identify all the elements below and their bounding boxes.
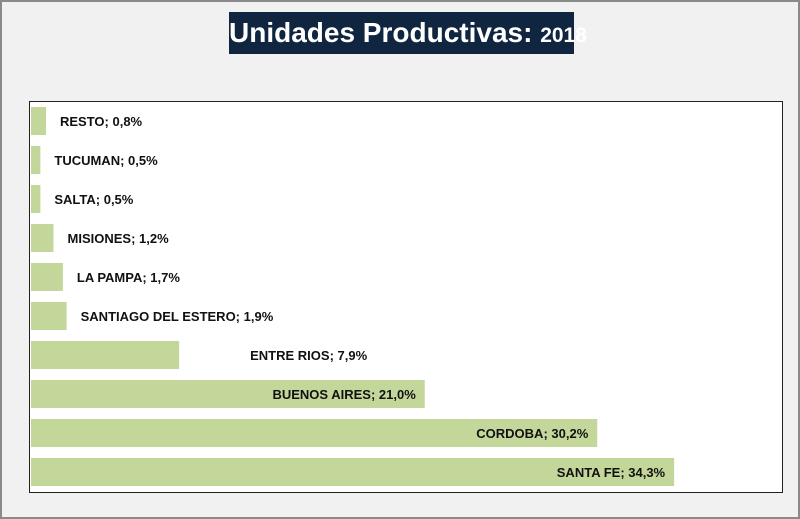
data-label: SANTIAGO DEL ESTERO; 1,9% — [81, 309, 274, 324]
bar-santa-fe — [31, 458, 675, 486]
bar-cordoba — [31, 419, 598, 447]
plot-area: RESTO; 0,8% TUCUMAN; 0,5% SALTA; 0,5% MISIO… — [29, 101, 783, 493]
chart-title: Unidades Productivas: 2018 — [229, 12, 587, 54]
data-label: SANTA FE; 34,3% — [557, 465, 666, 480]
title-text: Unidades Productivas: — [229, 17, 533, 48]
data-label: TUCUMAN; 0,5% — [54, 153, 158, 168]
bar-misiones — [31, 224, 54, 252]
bar-santiago-del-estero — [31, 302, 67, 330]
data-label: CORDOBA; 30,2% — [476, 426, 588, 441]
bar-entre-rios — [31, 341, 180, 369]
data-label: RESTO; 0,8% — [60, 114, 143, 129]
bar-chart: RESTO; 0,8% TUCUMAN; 0,5% SALTA; 0,5% MISIO… — [31, 107, 675, 486]
data-label: BUENOS AIRES; 21,0% — [272, 387, 416, 402]
bar-la-pampa — [31, 263, 63, 291]
data-label: ENTRE RIOS; 7,9% — [250, 348, 367, 363]
bar-tucuman — [31, 146, 41, 174]
bar-salta — [31, 185, 41, 213]
bar-resto — [31, 107, 46, 135]
data-label: MISIONES; 1,2% — [68, 231, 170, 246]
bar-buenos-aires — [31, 380, 425, 408]
data-label: LA PAMPA; 1,7% — [77, 270, 180, 285]
title-year: 2018 — [540, 24, 587, 47]
data-label: SALTA; 0,5% — [54, 192, 133, 207]
